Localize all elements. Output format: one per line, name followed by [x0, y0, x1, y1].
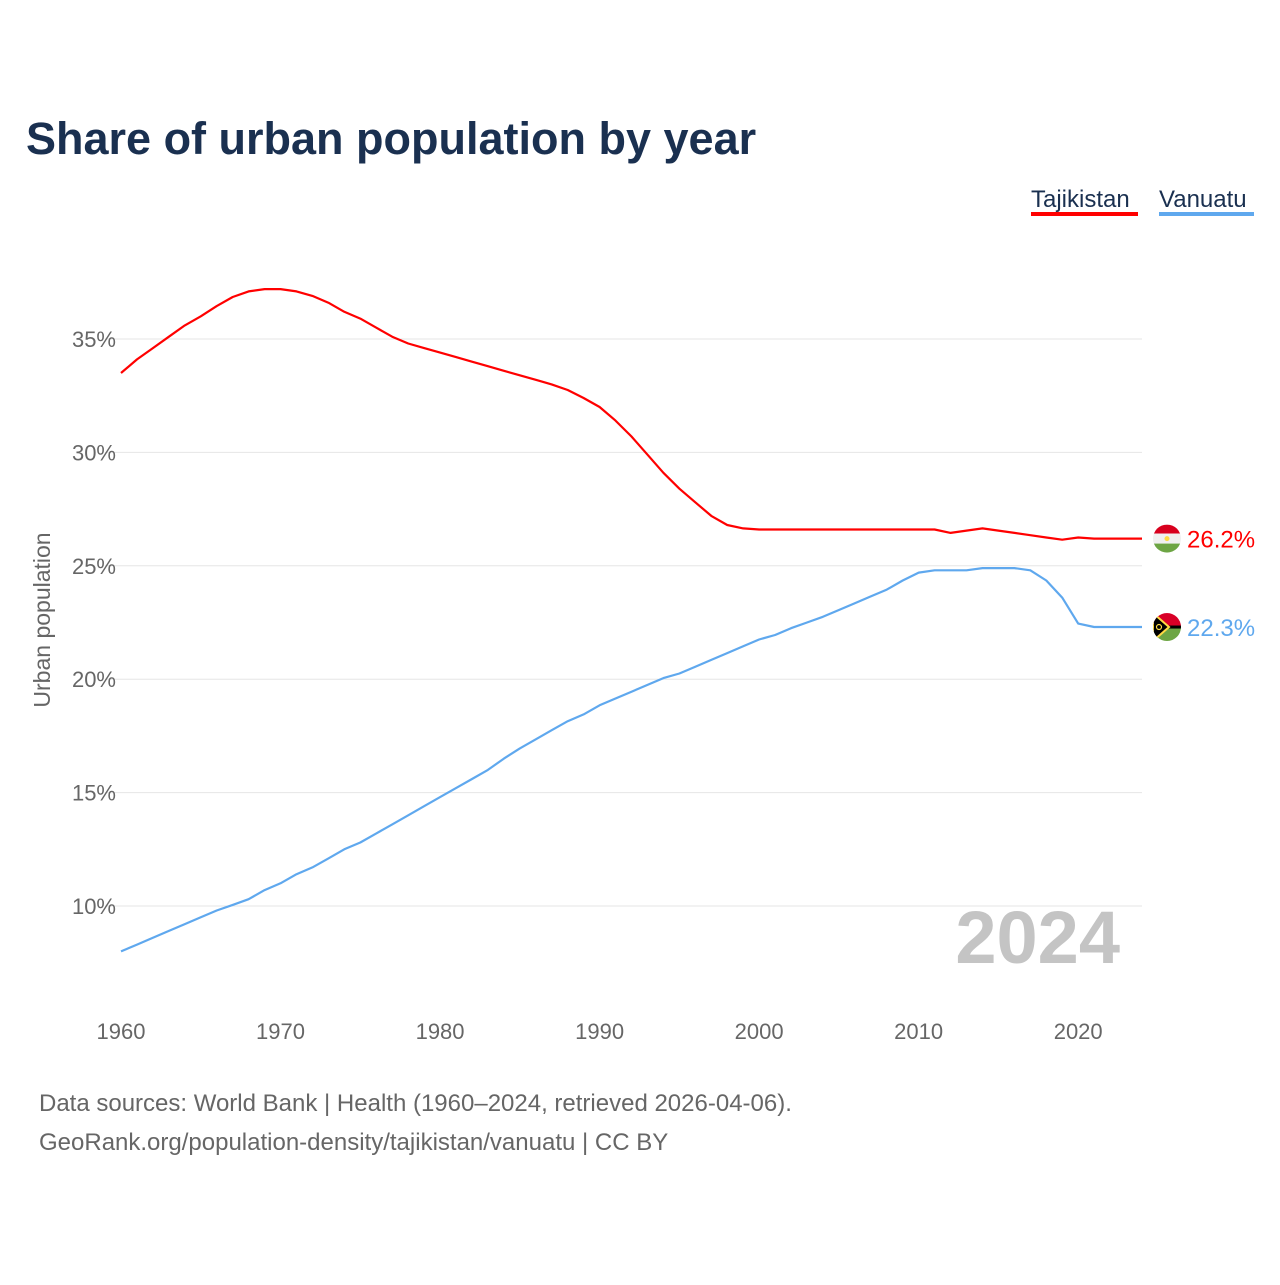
- series-line-vanuatu: [120, 566, 1142, 953]
- chart-title: Share of urban population by year: [26, 113, 756, 164]
- x-axis: 1960 1970 1980 1990 2000 2010 2020: [97, 1019, 1103, 1044]
- x-tick-label: 1970: [256, 1019, 305, 1044]
- y-tick-label: 15%: [72, 781, 116, 806]
- legend-item-vanuatu[interactable]: Vanuatu: [1159, 186, 1254, 216]
- y-tick-label: 10%: [72, 894, 116, 919]
- footer-link[interactable]: GeoRank.org/population-density/tajikista…: [39, 1129, 668, 1156]
- legend-label: Vanuatu: [1159, 186, 1247, 213]
- y-tick-label: 30%: [72, 440, 116, 465]
- y-axis-label: Urban population: [29, 532, 55, 707]
- tajikistan-flag-icon: [1153, 524, 1181, 553]
- x-tick-label: 2020: [1054, 1019, 1103, 1044]
- x-tick-label: 1980: [416, 1019, 465, 1044]
- x-tick-label: 2010: [894, 1019, 943, 1044]
- vanuatu-flag-icon: [1153, 613, 1181, 642]
- series-lines: [120, 288, 1142, 953]
- y-axis: 10% 15% 20% 25% 30% 35%: [72, 327, 116, 919]
- legend-swatch: [1031, 212, 1138, 216]
- x-tick-label: 1990: [575, 1019, 624, 1044]
- y-tick-label: 25%: [72, 554, 116, 579]
- footer-sources: Data sources: World Bank | Health (1960–…: [39, 1090, 792, 1117]
- series-line-tajikistan: [120, 288, 1142, 541]
- y-tick-label: 35%: [72, 327, 116, 352]
- legend-swatch: [1159, 212, 1254, 216]
- end-value-label: 22.3%: [1187, 615, 1255, 642]
- gridlines: [105, 338, 1142, 907]
- end-value-label: 26.2%: [1187, 527, 1255, 554]
- legend: Tajikistan Vanuatu: [1031, 186, 1254, 216]
- year-watermark: 2024: [955, 896, 1120, 979]
- legend-label: Tajikistan: [1031, 186, 1130, 213]
- x-tick-label: 1960: [97, 1019, 146, 1044]
- legend-item-tajikistan[interactable]: Tajikistan: [1031, 186, 1138, 216]
- x-tick-label: 2000: [735, 1019, 784, 1044]
- y-tick-label: 20%: [72, 667, 116, 692]
- end-labels: 26.2% 22.3%: [1153, 524, 1255, 642]
